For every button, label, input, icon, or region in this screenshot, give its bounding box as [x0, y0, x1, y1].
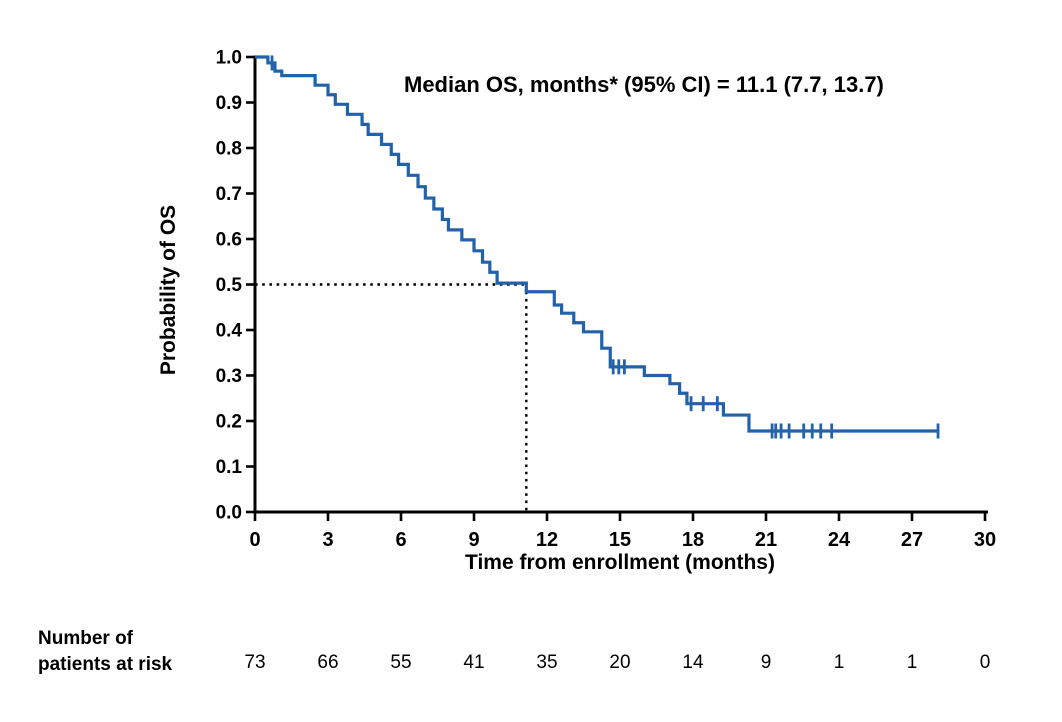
risk-count-month-27: 1: [906, 652, 918, 673]
x-tick-label: 0: [249, 529, 260, 551]
x-tick-label: 15: [609, 529, 631, 551]
risk-count-month-3: 66: [317, 652, 339, 673]
y-tick-label: 0.2: [216, 412, 242, 433]
y-tick-label: 0.3: [216, 366, 242, 387]
survival-step-curve: [255, 55, 939, 433]
median-os-annotation: Median OS, months* (95% CI) = 11.1 (7.7,…: [404, 72, 884, 97]
x-tick-label: 9: [468, 529, 479, 551]
y-tick-label: 0.9: [216, 93, 242, 114]
risk-count-month-24: 1: [833, 652, 845, 673]
x-tick-label: 21: [755, 529, 777, 551]
x-tick-label: 6: [395, 529, 406, 551]
risk-table-label: Number of patients at risk: [38, 626, 172, 678]
x-tick-label: 3: [322, 529, 333, 551]
x-tick-label: 27: [901, 529, 923, 551]
y-tick-label: 0.7: [216, 184, 242, 205]
risk-count-month-6: 55: [390, 652, 412, 673]
y-tick-label: 0.6: [216, 230, 242, 251]
x-tick-label: 18: [682, 529, 704, 551]
y-tick-label: 0.0: [216, 503, 242, 524]
y-tick-label: 0.1: [216, 457, 243, 478]
y-tick-label: 0.8: [216, 139, 242, 160]
risk-count-month-18: 14: [682, 652, 704, 673]
x-tick-label: 24: [828, 529, 851, 551]
risk-count-month-15: 20: [609, 652, 631, 673]
y-tick-label: 0.5: [216, 275, 243, 296]
risk-table-label-line2: patients at risk: [38, 654, 173, 675]
y-tick-label: 1.0: [216, 48, 242, 69]
risk-count-month-9: 41: [463, 652, 485, 673]
risk-count-month-12: 35: [536, 652, 558, 673]
risk-count-month-21: 9: [760, 652, 772, 673]
risk-count-month-0: 73: [244, 652, 266, 673]
risk-count-month-30: 0: [979, 652, 991, 673]
x-axis-title: Time from enrollment (months): [465, 551, 775, 574]
risk-table-label-line1: Number of: [38, 628, 133, 649]
x-tick-label: 12: [536, 529, 558, 551]
y-tick-label: 0.4: [216, 321, 243, 342]
x-tick-label: 30: [974, 529, 996, 551]
y-axis-title: Probability of OS: [157, 204, 180, 376]
